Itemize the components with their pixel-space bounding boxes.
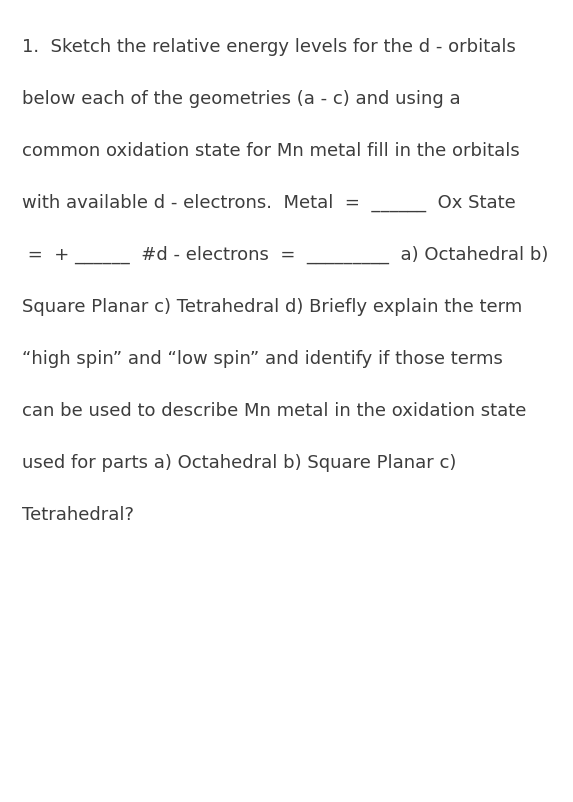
- Text: Tetrahedral?: Tetrahedral?: [22, 506, 134, 524]
- Text: common oxidation state for Mn metal fill in the orbitals: common oxidation state for Mn metal fill…: [22, 142, 520, 160]
- Text: used for parts a) Octahedral b) Square Planar c): used for parts a) Octahedral b) Square P…: [22, 454, 456, 472]
- Text: below each of the geometries (a - c) and using a: below each of the geometries (a - c) and…: [22, 90, 461, 108]
- Text: “high spin” and “low spin” and identify if those terms: “high spin” and “low spin” and identify …: [22, 350, 503, 368]
- Text: can be used to describe Mn metal in the oxidation state: can be used to describe Mn metal in the …: [22, 402, 527, 420]
- Text: 1.  Sketch the relative energy levels for the d - orbitals: 1. Sketch the relative energy levels for…: [22, 38, 516, 56]
- Text: =  + ______  #d - electrons  =  _________  a) Octahedral b): = + ______ #d - electrons = _________ a)…: [22, 246, 548, 265]
- Text: Square Planar c) Tetrahedral d) Briefly explain the term: Square Planar c) Tetrahedral d) Briefly …: [22, 298, 522, 316]
- Text: with available d - electrons.  Metal  =  ______  Ox State: with available d - electrons. Metal = __…: [22, 194, 516, 213]
